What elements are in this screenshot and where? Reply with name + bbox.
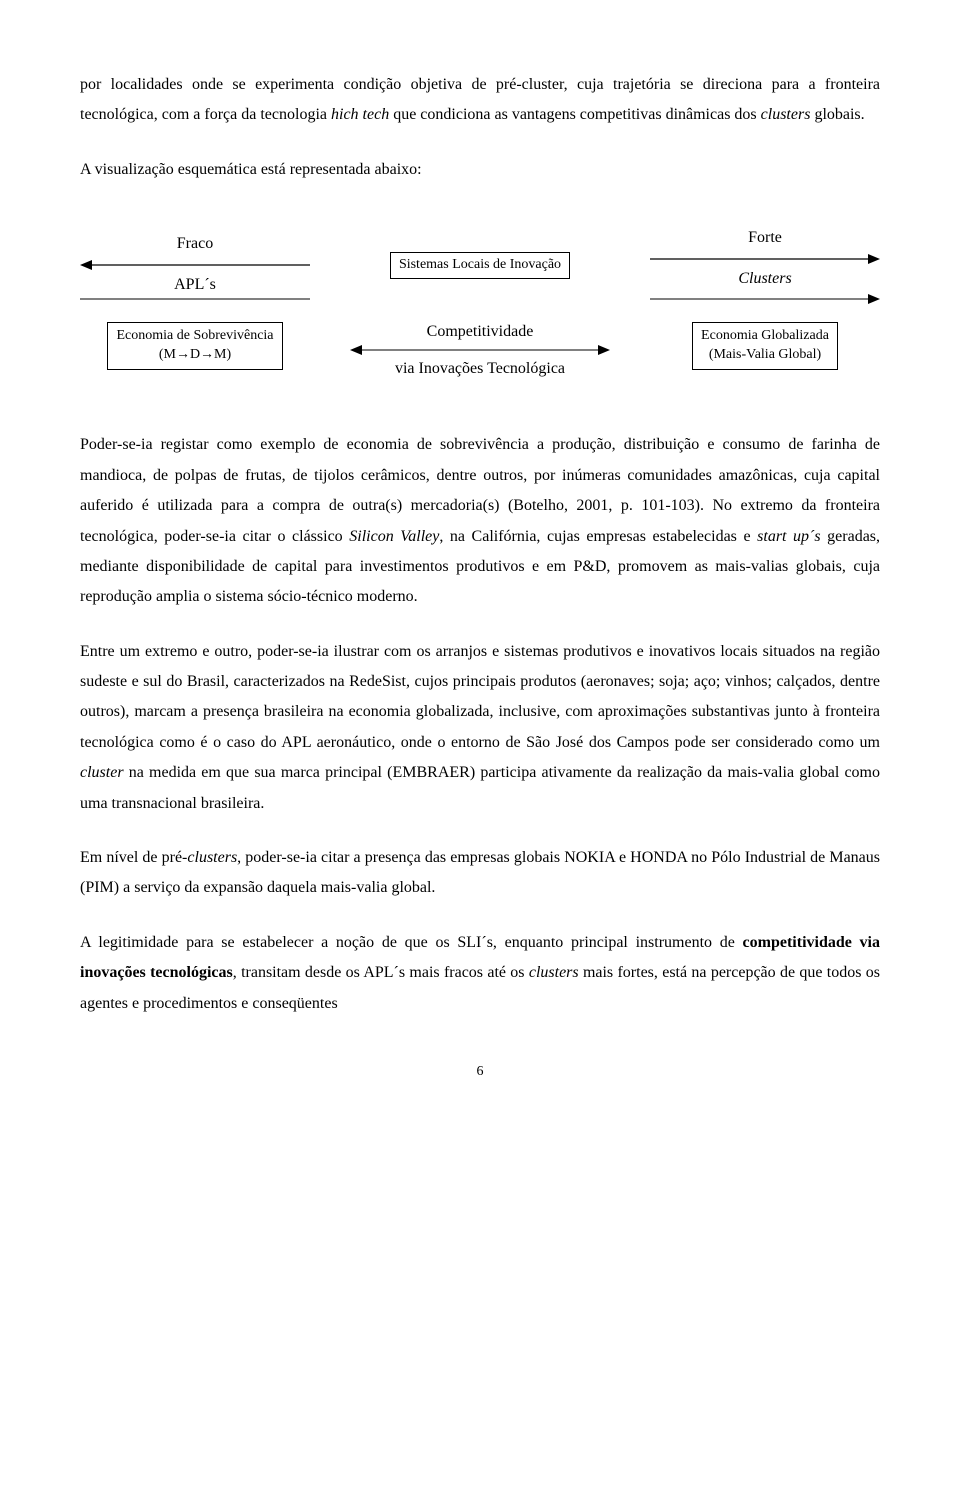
text-italic: Silicon Valley bbox=[349, 528, 439, 545]
diagram-row-bottom: Economia de Sobrevivência (M→D→M) Compet… bbox=[80, 312, 880, 380]
arrow-both-icon bbox=[350, 343, 610, 357]
box-line: (M→D→M) bbox=[116, 346, 273, 365]
text: globais. bbox=[810, 106, 864, 123]
text: Entre um extremo e outro, poder-se-ia il… bbox=[80, 643, 880, 751]
paragraph-3: Poder-se-ia registar como exemplo de eco… bbox=[80, 430, 880, 612]
text-italic: hich tech bbox=[331, 106, 389, 123]
label-apls: APL´s bbox=[174, 272, 216, 298]
paragraph-5: Em nível de pré-clusters, poder-se-ia ci… bbox=[80, 843, 880, 904]
diagram-row-top: Fraco APL´s Sistemas Locais de Inovação … bbox=[80, 225, 880, 306]
text: , transitam desde os APL´s mais fracos a… bbox=[233, 964, 529, 981]
paragraph-6: A legitimidade para se estabelecer a noç… bbox=[80, 928, 880, 1019]
text: A legitimidade para se estabelecer a noç… bbox=[80, 934, 743, 951]
paragraph-4: Entre um extremo e outro, poder-se-ia il… bbox=[80, 637, 880, 819]
label-clusters: Clusters bbox=[738, 266, 791, 292]
diagram-mid-bottom: Competitividade via Inovações Tecnológic… bbox=[350, 312, 610, 380]
arrow-right-small-icon bbox=[650, 292, 880, 306]
arrow-left-icon bbox=[80, 258, 310, 272]
text-italic: clusters bbox=[187, 849, 237, 866]
box-sistemas-locais: Sistemas Locais de Inovação bbox=[390, 252, 570, 278]
box-line: Economia Globalizada bbox=[701, 327, 829, 346]
box-line: Economia de Sobrevivência bbox=[116, 327, 273, 346]
diagram-mid-top: Sistemas Locais de Inovação bbox=[350, 252, 610, 278]
text-italic: clusters bbox=[761, 106, 811, 123]
diagram-container: Fraco APL´s Sistemas Locais de Inovação … bbox=[80, 225, 880, 380]
diagram-left-bottom: Economia de Sobrevivência (M→D→M) bbox=[80, 312, 310, 370]
label-forte: Forte bbox=[748, 225, 782, 251]
text: na medida em que sua marca principal (EM… bbox=[80, 764, 880, 811]
text-italic: cluster bbox=[80, 764, 124, 781]
text: , na Califórnia, cujas empresas estabele… bbox=[439, 528, 757, 545]
paragraph-1: por localidades onde se experimenta cond… bbox=[80, 70, 880, 131]
divider-line bbox=[80, 298, 310, 300]
box-economia-sobrevivencia: Economia de Sobrevivência (M→D→M) bbox=[107, 322, 282, 370]
label-fraco: Fraco bbox=[177, 231, 213, 257]
box-economia-globalizada: Economia Globalizada (Mais-Valia Global) bbox=[692, 322, 838, 370]
box-line: (Mais-Valia Global) bbox=[701, 346, 829, 365]
diagram-right-top: Forte Clusters bbox=[650, 225, 880, 306]
label-via-inovacoes: via Inovações Tecnológica bbox=[395, 357, 565, 380]
page-number: 6 bbox=[80, 1059, 880, 1086]
label-competitividade: Competitividade bbox=[427, 312, 534, 343]
text-italic: start up´s bbox=[757, 528, 820, 545]
paragraph-2: A visualização esquemática está represen… bbox=[80, 155, 880, 185]
text: que condiciona as vantagens competitivas… bbox=[389, 106, 760, 123]
arrow-right-icon bbox=[650, 252, 880, 266]
diagram-right-bottom: Economia Globalizada (Mais-Valia Global) bbox=[650, 312, 880, 370]
diagram-left-top: Fraco APL´s bbox=[80, 231, 310, 300]
text: Em nível de pré- bbox=[80, 849, 187, 866]
text-italic: clusters bbox=[529, 964, 579, 981]
